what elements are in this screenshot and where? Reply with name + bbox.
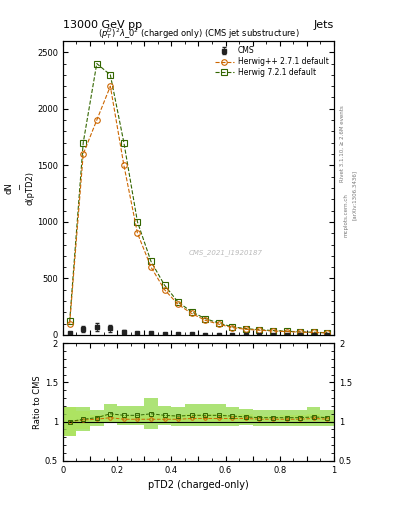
- Herwig++ 2.7.1 default: [108, 83, 113, 89]
- Legend: CMS, Herwig++ 2.7.1 default, Herwig 7.2.1 default: CMS, Herwig++ 2.7.1 default, Herwig 7.2.…: [213, 45, 330, 79]
- Herwig 7.2.1 default: [67, 318, 72, 325]
- X-axis label: pTD2 (charged-only): pTD2 (charged-only): [148, 480, 249, 490]
- Herwig 7.2.1 default: [244, 326, 248, 332]
- Herwig++ 2.7.1 default: [203, 317, 208, 324]
- Herwig++ 2.7.1 default: [217, 321, 221, 327]
- Herwig 7.2.1 default: [284, 328, 289, 334]
- Herwig 7.2.1 default: [271, 328, 275, 334]
- Herwig++ 2.7.1 default: [257, 327, 262, 333]
- Herwig 7.2.1 default: [81, 140, 86, 146]
- Herwig 7.2.1 default: [149, 259, 153, 265]
- Y-axis label: 1
─
N
 
dN
─
d(pTD2): 1 ─ N dN ─ d(pTD2): [0, 171, 34, 205]
- Herwig++ 2.7.1 default: [298, 329, 303, 335]
- Herwig 7.2.1 default: [257, 327, 262, 333]
- Herwig++ 2.7.1 default: [230, 325, 235, 331]
- Herwig++ 2.7.1 default: [284, 329, 289, 335]
- Herwig++ 2.7.1 default: [162, 287, 167, 293]
- Herwig++ 2.7.1 default: [271, 328, 275, 334]
- Text: Rivet 3.1.10, ≥ 2.6M events: Rivet 3.1.10, ≥ 2.6M events: [340, 105, 345, 182]
- Herwig++ 2.7.1 default: [81, 151, 86, 157]
- Herwig 7.2.1 default: [203, 315, 208, 322]
- Text: 13000 GeV pp: 13000 GeV pp: [63, 20, 142, 30]
- Herwig 7.2.1 default: [217, 320, 221, 326]
- Herwig 7.2.1 default: [176, 299, 180, 305]
- Herwig++ 2.7.1 default: [135, 230, 140, 236]
- Herwig++ 2.7.1 default: [149, 264, 153, 270]
- Herwig++ 2.7.1 default: [311, 329, 316, 335]
- Herwig++ 2.7.1 default: [325, 330, 330, 336]
- Herwig 7.2.1 default: [121, 140, 126, 146]
- Text: CMS_2021_I1920187: CMS_2021_I1920187: [189, 249, 263, 256]
- Line: Herwig++ 2.7.1 default: Herwig++ 2.7.1 default: [67, 83, 330, 336]
- Herwig 7.2.1 default: [325, 330, 330, 336]
- Herwig 7.2.1 default: [135, 219, 140, 225]
- Text: [arXiv:1306.3436]: [arXiv:1306.3436]: [352, 169, 357, 220]
- Herwig++ 2.7.1 default: [244, 326, 248, 332]
- Herwig 7.2.1 default: [189, 309, 194, 315]
- Text: mcplots.cern.ch: mcplots.cern.ch: [344, 193, 349, 237]
- Herwig++ 2.7.1 default: [176, 302, 180, 308]
- Y-axis label: Ratio to CMS: Ratio to CMS: [33, 375, 42, 429]
- Herwig 7.2.1 default: [311, 329, 316, 335]
- Herwig++ 2.7.1 default: [67, 321, 72, 327]
- Herwig++ 2.7.1 default: [121, 162, 126, 168]
- Herwig 7.2.1 default: [230, 324, 235, 330]
- Herwig++ 2.7.1 default: [189, 310, 194, 316]
- Herwig++ 2.7.1 default: [94, 117, 99, 123]
- Title: $(p_T^D)^2\lambda\_0^2$ (charged only) (CMS jet substructure): $(p_T^D)^2\lambda\_0^2$ (charged only) (…: [97, 26, 299, 41]
- Herwig 7.2.1 default: [162, 282, 167, 288]
- Text: Jets: Jets: [314, 20, 334, 30]
- Herwig 7.2.1 default: [94, 60, 99, 67]
- Herwig 7.2.1 default: [298, 329, 303, 335]
- Herwig 7.2.1 default: [108, 72, 113, 78]
- Line: Herwig 7.2.1 default: Herwig 7.2.1 default: [67, 61, 330, 335]
